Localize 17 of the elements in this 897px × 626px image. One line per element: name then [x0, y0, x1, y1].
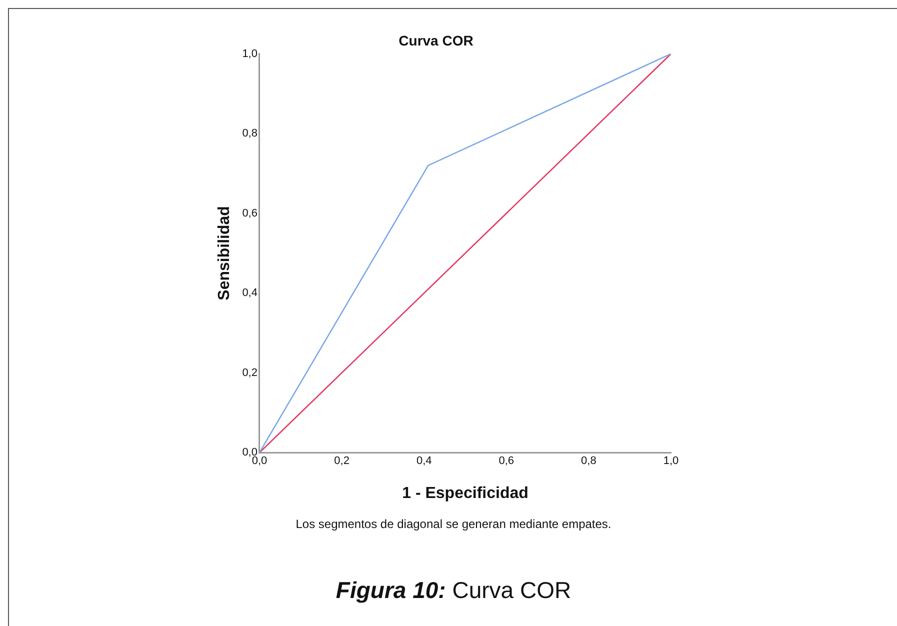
- text: Figura 10:: [336, 577, 446, 603]
- chart-title: Curva COR: [398, 32, 474, 48]
- x-tick-label: 1,0: [663, 455, 679, 468]
- x-tick-label: 0,4: [416, 455, 432, 468]
- y-tick-label: 1,0: [242, 48, 258, 60]
- y-tick-label: 0,6: [242, 207, 258, 220]
- x-tick-label: 0,0: [252, 455, 268, 468]
- x-tick-label: 0,8: [581, 455, 596, 468]
- y-tick-label: 0,4: [242, 287, 258, 300]
- x-tick-label: 0,6: [498, 455, 514, 468]
- x-tick-label: 0,2: [334, 455, 350, 468]
- y-tick-label: 0,2: [242, 366, 258, 379]
- x-axis-title: 1 - Especificidad: [402, 484, 528, 502]
- text: Los segmentos de diagonal se generan mediante empates.: [294, 517, 612, 531]
- y-tick-label: 0,8: [242, 128, 258, 140]
- y-axis-title: Sensibilidad: [216, 206, 234, 300]
- text: Curva COR: [452, 577, 572, 603]
